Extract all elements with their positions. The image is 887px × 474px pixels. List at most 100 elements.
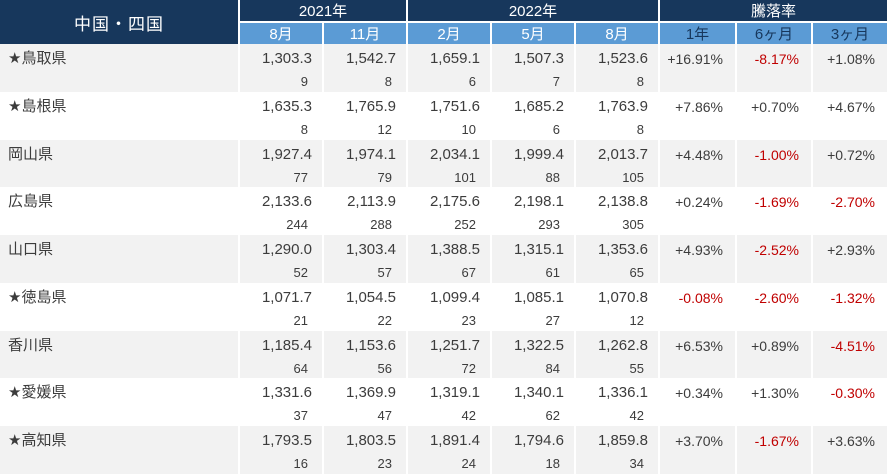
value-cell: 1,751.6 10 bbox=[408, 91, 490, 140]
price-value: 1,793.5 bbox=[261, 432, 312, 449]
change-cell: +0.34% bbox=[660, 378, 735, 426]
price-value: 1,262.8 bbox=[597, 336, 648, 354]
count-value: 37 bbox=[293, 408, 308, 424]
change-cell: +1.08% bbox=[813, 44, 887, 92]
price-value: 1,315.1 bbox=[513, 241, 564, 258]
value-cell: 1,891.4 24 bbox=[408, 426, 490, 474]
value-cell: 2,133.6 244 bbox=[240, 187, 322, 235]
value-cell: 1,340.1 62 bbox=[492, 378, 574, 426]
prefecture-name: ★愛媛県 bbox=[0, 378, 238, 426]
value-cell: 1,251.7 72 bbox=[408, 330, 490, 379]
value-cell: 1,353.6 65 bbox=[576, 235, 658, 283]
count-value: 18 bbox=[545, 456, 560, 471]
table-header: 中国・四国 2021年 2022年 騰落率 8月 11月 2月 5月 8月 1年… bbox=[0, 0, 887, 44]
month-header: 5月 bbox=[492, 23, 574, 44]
value-cell: 1,153.6 56 bbox=[324, 330, 406, 379]
price-value: 1,054.5 bbox=[345, 288, 396, 306]
price-value: 1,685.2 bbox=[513, 97, 564, 115]
change-cell: +4.48% bbox=[660, 139, 735, 188]
count-value: 42 bbox=[629, 408, 644, 424]
value-cell: 1,659.1 6 bbox=[408, 44, 490, 92]
count-value: 21 bbox=[293, 312, 308, 328]
count-value: 7 bbox=[552, 74, 560, 89]
price-value: 1,070.8 bbox=[597, 288, 648, 306]
count-value: 305 bbox=[622, 217, 644, 233]
change-cell: -4.51% bbox=[813, 330, 887, 379]
count-value: 56 bbox=[377, 360, 392, 376]
month-header: 2月 bbox=[408, 23, 490, 44]
table-row: ★徳島県 1,071.7 21 1,054.5 22 1,099.4 23 1,085… bbox=[0, 282, 887, 331]
price-value: 1,891.4 bbox=[429, 432, 480, 449]
price-value: 1,290.0 bbox=[261, 241, 312, 258]
change-cell: +1.30% bbox=[737, 378, 811, 426]
prefecture-name: ★鳥取県 bbox=[0, 44, 238, 92]
value-cell: 1,999.4 88 bbox=[492, 139, 574, 188]
count-value: 6 bbox=[552, 121, 560, 137]
count-value: 8 bbox=[384, 74, 392, 89]
region-title: 中国・四国 bbox=[0, 0, 238, 44]
value-cell: 1,388.5 67 bbox=[408, 235, 490, 283]
price-value: 1,353.6 bbox=[597, 241, 648, 258]
table-row: 香川県 1,185.4 64 1,153.6 56 1,251.7 72 1,322.… bbox=[0, 330, 887, 379]
period-header: 6ヶ月 bbox=[737, 23, 811, 44]
value-cell: 1,099.4 23 bbox=[408, 282, 490, 331]
count-value: 244 bbox=[286, 217, 308, 233]
value-cell: 1,542.7 8 bbox=[324, 44, 406, 92]
value-cell: 1,319.1 42 bbox=[408, 378, 490, 426]
change-cell: +16.91% bbox=[660, 44, 735, 92]
price-value: 1,794.6 bbox=[513, 432, 564, 449]
change-cell: -1.67% bbox=[737, 426, 811, 474]
change-cell: -2.60% bbox=[737, 282, 811, 331]
count-value: 8 bbox=[636, 121, 644, 137]
change-cell: -1.32% bbox=[813, 282, 887, 331]
period-header: 1年 bbox=[660, 23, 735, 44]
count-value: 72 bbox=[461, 360, 476, 376]
count-value: 88 bbox=[545, 169, 560, 185]
prefecture-name: 山口県 bbox=[0, 235, 238, 283]
value-cell: 1,523.6 8 bbox=[576, 44, 658, 92]
price-value: 2,034.1 bbox=[429, 145, 480, 163]
table-row: ★愛媛県 1,331.6 37 1,369.9 47 1,319.1 42 1,340… bbox=[0, 378, 887, 426]
price-value: 1,765.9 bbox=[345, 97, 396, 115]
price-value: 1,185.4 bbox=[261, 336, 312, 354]
change-cell: -2.52% bbox=[737, 235, 811, 283]
value-cell: 2,013.7 105 bbox=[576, 139, 658, 188]
value-cell: 1,765.9 12 bbox=[324, 91, 406, 140]
change-cell: +0.24% bbox=[660, 187, 735, 235]
table-row: ★高知県 1,793.5 16 1,803.5 23 1,891.4 24 1,794… bbox=[0, 426, 887, 474]
count-value: 6 bbox=[468, 74, 476, 89]
count-value: 10 bbox=[461, 121, 476, 137]
price-value: 1,153.6 bbox=[345, 336, 396, 354]
count-value: 101 bbox=[454, 169, 476, 185]
value-cell: 2,198.1 293 bbox=[492, 187, 574, 235]
period-header: 3ヶ月 bbox=[813, 23, 887, 44]
value-cell: 1,974.1 79 bbox=[324, 139, 406, 188]
price-value: 2,113.9 bbox=[347, 193, 396, 211]
price-value: 1,340.1 bbox=[513, 384, 564, 402]
value-cell: 1,336.1 42 bbox=[576, 378, 658, 426]
value-cell: 1,185.4 64 bbox=[240, 330, 322, 379]
value-cell: 1,085.1 27 bbox=[492, 282, 574, 331]
value-cell: 1,859.8 34 bbox=[576, 426, 658, 474]
value-cell: 1,793.5 16 bbox=[240, 426, 322, 474]
price-value: 1,303.3 bbox=[261, 50, 312, 67]
price-value: 1,303.4 bbox=[345, 241, 396, 258]
price-value: 1,927.4 bbox=[261, 145, 312, 163]
value-cell: 1,322.5 84 bbox=[492, 330, 574, 379]
price-value: 1,507.3 bbox=[513, 50, 564, 67]
count-value: 61 bbox=[545, 265, 560, 280]
change-cell: +4.93% bbox=[660, 235, 735, 283]
change-cell: +0.89% bbox=[737, 330, 811, 379]
value-cell: 2,138.8 305 bbox=[576, 187, 658, 235]
count-value: 8 bbox=[636, 74, 644, 89]
price-value: 1,974.1 bbox=[345, 145, 396, 163]
price-value: 1,336.1 bbox=[597, 384, 648, 402]
month-header: 8月 bbox=[576, 23, 658, 44]
price-value: 1,523.6 bbox=[597, 50, 648, 67]
price-value: 1,251.7 bbox=[429, 336, 480, 354]
prefecture-name: ★徳島県 bbox=[0, 282, 238, 331]
value-cell: 1,507.3 7 bbox=[492, 44, 574, 92]
price-value: 1,319.1 bbox=[429, 384, 480, 402]
value-cell: 1,290.0 52 bbox=[240, 235, 322, 283]
